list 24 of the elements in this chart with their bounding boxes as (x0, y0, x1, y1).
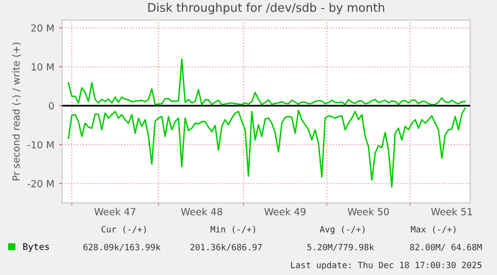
text: Max (-/+) (410, 226, 456, 234)
x-tick-label: Week 50 (348, 208, 389, 216)
text: 201.36k/686.97 (190, 244, 262, 252)
line-series (68, 107, 466, 188)
line-series (68, 58, 466, 106)
legend-label: Bytes (23, 243, 49, 252)
y-tick-label: -10 M (28, 141, 54, 148)
y-tick-label: 0 (48, 102, 54, 110)
y-axis-title: Pr second read (-) / write (+) (12, 42, 21, 180)
text: Avg (-/+) (320, 226, 364, 234)
text: 82.00M/ 64.68M (410, 244, 482, 252)
y-tick-label: -20 M (28, 180, 54, 188)
x-tick-label: Week 48 (181, 208, 222, 216)
x-tick-label: Week 51 (431, 208, 472, 216)
y-tick-label: 10 M (32, 63, 54, 71)
chart-title: Disk throughput for /dev/sdb - by month (148, 2, 384, 14)
y-tick-label: 20 M (31, 24, 54, 32)
x-tick-label: Week 49 (264, 208, 306, 216)
x-tick-label: Week 47 (94, 208, 136, 216)
text: Cur (-/+) (102, 226, 146, 234)
text: 5.20M/779.98k (307, 244, 374, 252)
text: 628.09k/163.99k (83, 244, 161, 252)
text: Min (-/+) (210, 226, 256, 234)
text: Last update: Thu Dec 18 17:00:30 2025 (291, 262, 482, 270)
